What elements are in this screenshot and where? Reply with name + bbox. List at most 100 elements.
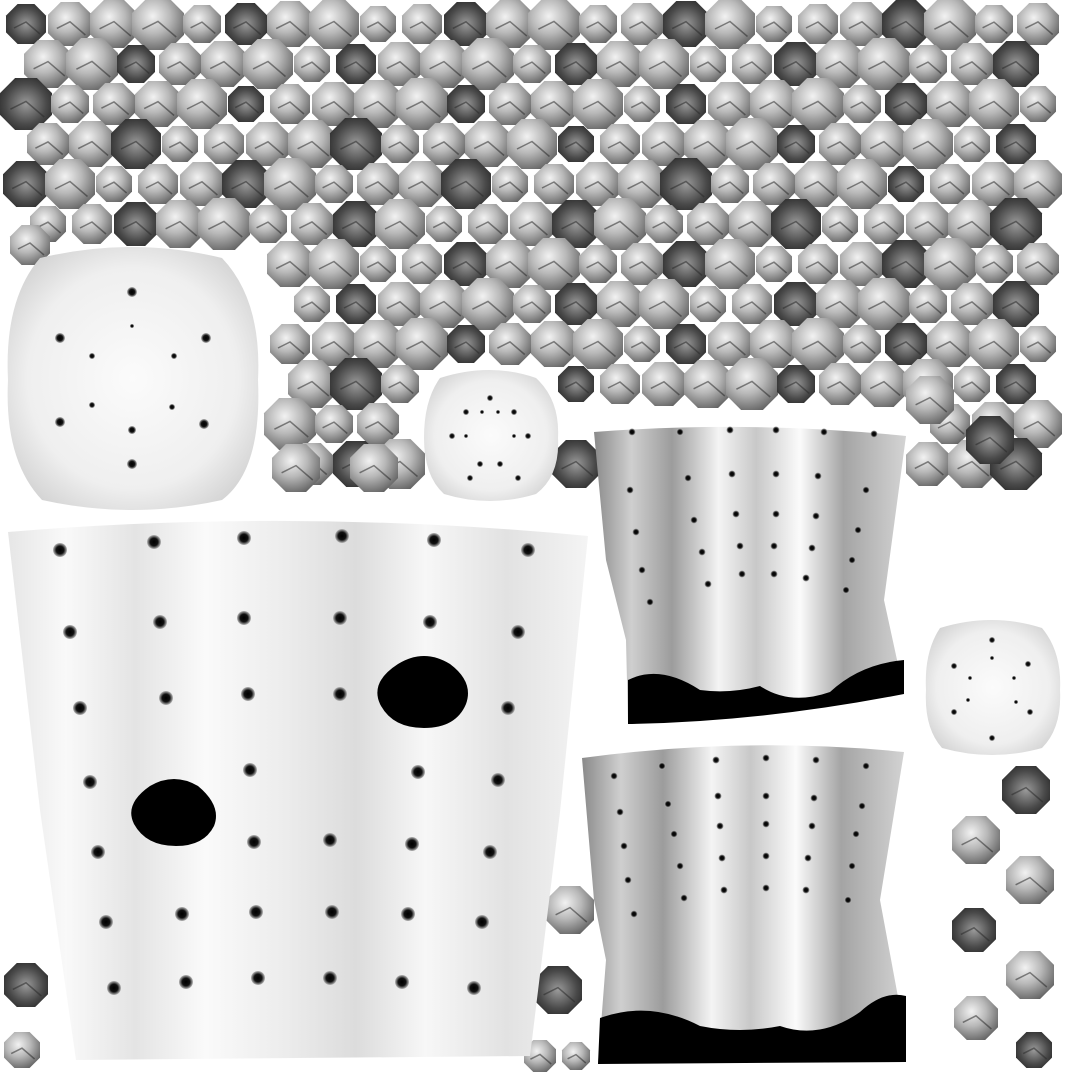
chip-shade-83	[564, 141, 590, 154]
chip-shade-101	[322, 181, 348, 195]
panel-lower-hole-11	[858, 802, 866, 810]
chip-128	[468, 204, 508, 244]
chip-shade-119	[79, 221, 107, 235]
chip-92	[954, 126, 990, 162]
disc-right-hole-6	[951, 709, 957, 715]
chip-shade-60	[582, 100, 616, 118]
chip-225	[534, 966, 582, 1014]
chip-shade-192	[978, 340, 1012, 358]
chip-202	[777, 365, 815, 403]
chip-78	[330, 118, 382, 170]
chip-shade-94	[11, 180, 43, 197]
chip-107	[576, 162, 620, 206]
chip-shade-9	[409, 21, 437, 35]
chip-shade-93	[1003, 141, 1031, 155]
chip-shade-161	[386, 300, 416, 316]
chip-shade-142	[318, 260, 352, 278]
chip-shade-46	[1001, 60, 1033, 77]
chip-111	[753, 163, 795, 205]
chip-231	[952, 908, 996, 952]
chip-shade-231	[960, 926, 990, 942]
panel-large-hole-22	[247, 835, 261, 849]
chip-shade-113	[846, 180, 880, 198]
chip-73	[111, 119, 161, 169]
chip-shade-77	[297, 140, 330, 157]
chip-37	[597, 41, 643, 87]
chip-shade-175	[1001, 300, 1033, 317]
disc-small-hole-4	[496, 410, 500, 414]
chip-178	[354, 320, 402, 368]
chip-shade-84	[607, 141, 635, 155]
chip-shade-66	[850, 101, 876, 115]
panel-lower-hole-1	[658, 762, 666, 770]
chip-206	[954, 366, 990, 402]
panel-lower-hole-10	[810, 794, 818, 802]
chip-25	[66, 38, 118, 90]
chip-shade-233	[962, 1014, 992, 1030]
chip-shade-109	[670, 180, 705, 198]
chip-shade-80	[431, 141, 460, 156]
panel-lower-hole-8	[714, 792, 722, 800]
chip-shade-149	[629, 261, 658, 276]
panel-upper-hole-9	[772, 470, 780, 478]
chip-shade-236	[359, 464, 392, 481]
chip-188	[792, 318, 844, 370]
chip-18	[798, 4, 838, 44]
chip-59	[531, 81, 577, 127]
panel-lower-hole-17	[852, 830, 860, 838]
chip-shade-213	[1023, 420, 1056, 437]
chip-116	[972, 162, 1016, 206]
disc-right-hole-1	[990, 656, 994, 660]
panel-upper-hole-20	[736, 542, 744, 550]
chip-187	[750, 320, 798, 368]
chip-shade-39	[696, 61, 722, 74]
chip-29	[243, 39, 293, 89]
chip-shade-38	[648, 60, 682, 78]
panel-upper-hole-24	[646, 598, 654, 606]
chip-109	[660, 158, 712, 210]
chip-122	[198, 198, 250, 250]
panel-large-hole-33	[179, 975, 193, 989]
chip-shade-237	[975, 436, 1008, 453]
chip-shade-206	[960, 381, 986, 394]
chip-155	[882, 240, 930, 288]
chip-101	[315, 165, 353, 203]
chip-123	[249, 205, 287, 243]
chip-228	[1002, 766, 1050, 814]
panel-lower-hole-2	[712, 756, 720, 764]
chip-217	[552, 440, 600, 488]
chip-238	[906, 376, 954, 424]
chip-176	[270, 324, 310, 364]
chip-234	[1016, 1032, 1052, 1068]
chip-213	[1014, 400, 1062, 448]
chip-shade-26	[124, 61, 150, 75]
chip-shade-74	[168, 141, 194, 154]
panel-lower-right	[582, 745, 906, 1064]
chip-shade-65	[802, 100, 837, 118]
chip-shade-222	[12, 981, 42, 997]
chip-141	[267, 241, 313, 287]
panel-large-hole-2	[237, 531, 251, 545]
panel-upper-hole-13	[690, 516, 698, 524]
chip-209	[315, 405, 353, 443]
chip-shade-28	[209, 60, 241, 77]
panel-lower-hole-21	[762, 852, 770, 860]
chip-44	[909, 45, 947, 83]
chip-62	[666, 84, 706, 124]
chip-shade-3	[142, 20, 177, 38]
chip-172	[858, 278, 910, 330]
chip-shade-64	[759, 100, 792, 117]
chip-shade-98	[188, 180, 218, 196]
chip-shade-11	[495, 20, 528, 37]
chip-208	[264, 398, 316, 450]
chip-195	[330, 358, 382, 410]
chip-224	[546, 886, 594, 934]
chip-shade-54	[320, 100, 350, 116]
panel-upper-hole-26	[738, 570, 746, 578]
chip-69	[969, 79, 1019, 129]
chip-shade-59	[539, 100, 571, 117]
panel-large-hole-23	[323, 833, 337, 847]
chip-40	[732, 44, 772, 84]
chip-shade-100	[274, 180, 309, 198]
panel-large-hole-34	[251, 971, 265, 985]
